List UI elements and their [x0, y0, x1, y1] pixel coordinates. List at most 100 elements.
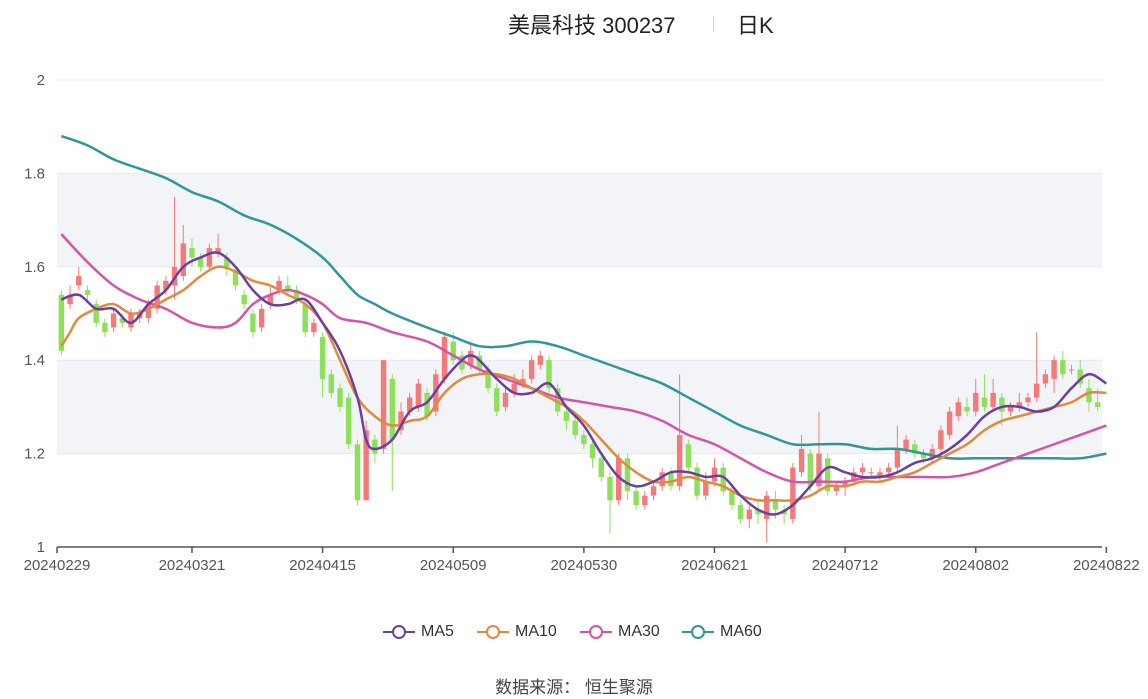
- ma5-legend-circle: [392, 625, 406, 639]
- candle-body: [581, 434, 587, 445]
- chart-title: 美晨科技 300237 日K: [0, 8, 1148, 38]
- candle-body: [772, 500, 779, 510]
- candle: [363, 420, 369, 501]
- candle-body: [938, 430, 944, 449]
- candle-body: [1033, 383, 1040, 398]
- candle: [546, 355, 552, 393]
- candle-body: [293, 290, 300, 300]
- candle-body: [990, 392, 996, 407]
- candle-body: [755, 509, 761, 515]
- candle-body: [502, 392, 509, 407]
- candle-body: [685, 444, 692, 468]
- data-source: 数据来源： 恒生聚源: [495, 678, 653, 697]
- candle-body: [790, 467, 796, 519]
- ma5-line: [60, 251, 1108, 516]
- candle: [311, 318, 317, 337]
- candle: [1077, 360, 1083, 389]
- candle-body: [563, 411, 570, 421]
- candle-body: [180, 243, 186, 277]
- candle: [1025, 392, 1031, 407]
- y-tick-label: 1.2: [24, 446, 45, 463]
- candle: [528, 355, 535, 384]
- candle-body: [84, 290, 91, 295]
- candle-body: [1077, 369, 1083, 384]
- candle-body: [824, 458, 831, 491]
- candle-body: [572, 420, 578, 435]
- candle: [337, 383, 343, 412]
- candle-body: [267, 294, 274, 305]
- candle-body: [128, 313, 134, 328]
- candle-body: [589, 444, 596, 459]
- candle: [1033, 332, 1040, 403]
- candle-body: [650, 486, 657, 496]
- candle: [624, 453, 631, 501]
- chart-legend: MA5 MA10 MA30 MA60: [0, 620, 1148, 644]
- candle-body: [851, 472, 857, 482]
- candle-body: [633, 490, 639, 505]
- candle: [589, 439, 596, 468]
- candle: [258, 304, 265, 333]
- ma60-legend-icon: [682, 625, 714, 639]
- candle-body: [1094, 402, 1101, 407]
- candle: [555, 383, 561, 417]
- candle-body: [215, 248, 221, 253]
- candle: [250, 308, 256, 337]
- candle-body: [58, 294, 65, 351]
- candle: [633, 486, 639, 510]
- candle-body: [494, 388, 500, 412]
- candle-body: [729, 490, 735, 505]
- legend-item-ma10[interactable]: MA10: [477, 620, 557, 644]
- candle-body: [903, 439, 909, 449]
- candle-body: [311, 322, 317, 333]
- candle-body: [346, 397, 352, 445]
- candle-body: [528, 360, 535, 379]
- candle: [868, 467, 874, 477]
- candle: [981, 374, 988, 412]
- x-tick-label: 20240802: [942, 557, 1009, 574]
- candle: [502, 388, 509, 412]
- candle: [572, 416, 578, 440]
- candle-body: [537, 355, 544, 365]
- candle: [537, 350, 544, 370]
- candle: [354, 439, 361, 505]
- candle-body: [868, 472, 874, 474]
- candle-body: [302, 304, 308, 333]
- ma5-legend-icon: [383, 625, 415, 639]
- candle-body: [398, 411, 404, 431]
- candle-body: [328, 374, 335, 393]
- candle-body: [546, 360, 552, 389]
- plot-band: [57, 360, 1102, 454]
- ma30-line: [60, 233, 1107, 484]
- candle: [563, 406, 570, 431]
- candle: [798, 434, 805, 477]
- legend-item-ma60[interactable]: MA60: [682, 620, 762, 644]
- title-divider: [713, 16, 714, 32]
- candle-body: [67, 294, 73, 305]
- candle: [807, 448, 813, 491]
- candle: [685, 439, 692, 473]
- candle: [990, 378, 996, 412]
- candle: [833, 481, 840, 496]
- candle-body: [694, 467, 700, 496]
- candle: [642, 490, 648, 510]
- candle: [1060, 350, 1066, 379]
- candle-body: [163, 280, 169, 291]
- legend-item-ma30[interactable]: MA30: [580, 620, 660, 644]
- candle-body: [363, 430, 369, 501]
- candle-body: [555, 388, 561, 412]
- candle-body: [964, 406, 970, 412]
- candle-body: [999, 397, 1005, 412]
- x-tick-label: 20240712: [812, 557, 879, 574]
- candle: [319, 332, 326, 398]
- candle-body: [1060, 360, 1066, 375]
- legend-item-ma5[interactable]: MA5: [383, 620, 454, 644]
- candle: [755, 500, 761, 524]
- candle-body: [372, 439, 378, 454]
- candle: [93, 299, 99, 328]
- candle: [964, 397, 970, 417]
- period-label: 日K: [737, 13, 774, 38]
- candle: [180, 224, 186, 281]
- candle: [720, 462, 726, 496]
- candle-body: [476, 355, 483, 370]
- candle-body: [807, 453, 813, 487]
